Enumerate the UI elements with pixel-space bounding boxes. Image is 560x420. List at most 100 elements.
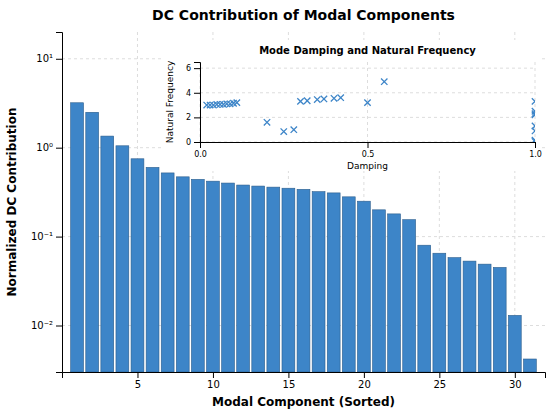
axis: 5 10 15 20 25 30 <box>63 372 546 390</box>
point <box>204 102 210 108</box>
point <box>214 101 220 107</box>
point <box>321 96 327 102</box>
tick-label: 0.5 <box>362 150 375 159</box>
point <box>381 78 387 84</box>
tick-mark <box>194 142 200 143</box>
tick-mark <box>194 93 200 94</box>
bar <box>237 185 250 372</box>
point <box>207 102 213 108</box>
bar <box>146 167 159 372</box>
bar <box>418 245 431 372</box>
point <box>264 119 270 125</box>
tick-label: 30 <box>509 379 522 390</box>
bar <box>342 197 355 372</box>
bar <box>176 177 189 372</box>
bar <box>388 214 401 372</box>
tick-label: 10 <box>207 379 220 390</box>
bar <box>101 136 114 372</box>
scatter-chart: 0.0 0.5 1.0 0 2 4 6 Mode Damping and Natural Fr… <box>163 40 542 171</box>
marks <box>204 78 536 142</box>
chart-svg: 5101520253010⁻²10⁻¹10⁰10¹DC Contribution… <box>0 0 560 420</box>
bar <box>207 181 220 372</box>
grid <box>200 62 535 142</box>
point <box>291 126 297 132</box>
bar <box>433 253 446 372</box>
point <box>338 94 344 100</box>
tick: 10¹ <box>36 53 62 64</box>
tick-label: 20 <box>358 379 371 390</box>
tick: 0.0 <box>194 142 207 159</box>
tick-label: 10⁰ <box>36 142 53 153</box>
tick: 0 <box>186 138 200 147</box>
bar-chart: 5101520253010⁻²10⁻¹10⁰10¹DC Contribution… <box>5 7 546 409</box>
tick-mark <box>194 117 200 118</box>
inset-background <box>163 40 542 171</box>
bar <box>282 188 295 372</box>
point <box>234 99 240 105</box>
tick-label: 10⁻¹ <box>31 231 53 242</box>
bar <box>297 189 310 372</box>
point <box>217 101 223 107</box>
tick-label: 5 <box>135 379 141 390</box>
tick: 30 <box>509 372 522 390</box>
bar <box>191 179 204 372</box>
axis-line <box>56 33 63 373</box>
bar <box>493 267 506 372</box>
tick-mark <box>535 142 536 148</box>
point <box>364 99 370 105</box>
bar <box>252 186 265 372</box>
y-axis-title: Natural Frequency <box>165 60 175 143</box>
axis-line <box>63 373 546 379</box>
tick: 4 <box>186 89 200 98</box>
bar <box>357 201 370 372</box>
point <box>314 96 320 102</box>
title: Mode Damping and Natural Frequency <box>259 45 476 56</box>
tick-label: 6 <box>186 64 191 73</box>
tick-label: 0 <box>186 138 191 147</box>
tick-mark <box>137 372 138 378</box>
bar <box>373 210 386 372</box>
tick-mark <box>439 372 440 378</box>
bar <box>267 187 280 372</box>
bar <box>131 159 144 372</box>
bar <box>403 220 416 372</box>
tick: 10 <box>207 372 220 390</box>
bar <box>116 146 129 372</box>
tick-mark <box>194 68 200 69</box>
tick: 25 <box>433 372 446 390</box>
bar <box>478 264 491 372</box>
tick: 15 <box>283 372 296 390</box>
tick-label: 15 <box>283 379 296 390</box>
axis-line <box>194 63 201 143</box>
axis: 0 2 4 6 <box>186 63 201 148</box>
tick-label: 10¹ <box>36 53 53 64</box>
grid <box>62 32 545 372</box>
tick: 10⁰ <box>36 142 62 153</box>
axis-line <box>201 143 536 149</box>
title: DC Contribution of Modal Components <box>152 7 455 23</box>
x-axis-title: Modal Component (Sorted) <box>212 395 395 409</box>
bar <box>463 261 476 372</box>
bar <box>312 192 325 372</box>
bar <box>523 359 536 372</box>
point <box>532 128 535 134</box>
tick-mark <box>56 237 62 238</box>
tick-mark <box>56 326 62 327</box>
bar <box>327 193 340 372</box>
grid-line <box>200 68 535 69</box>
tick-mark <box>213 372 214 378</box>
tick: 2 <box>186 113 200 122</box>
bar <box>508 315 521 372</box>
x-axis-title: Damping <box>347 161 388 171</box>
point <box>532 112 535 118</box>
point <box>532 98 535 104</box>
tick: 20 <box>358 372 371 390</box>
y-axis-title: Normalized DC Contribution <box>5 108 19 297</box>
tick-label: 1.0 <box>529 150 542 159</box>
point <box>532 138 535 142</box>
bar <box>86 112 99 372</box>
point <box>281 128 287 134</box>
tick: 0.5 <box>362 142 375 159</box>
tick-mark <box>364 372 365 378</box>
tick: 5 <box>135 372 141 390</box>
